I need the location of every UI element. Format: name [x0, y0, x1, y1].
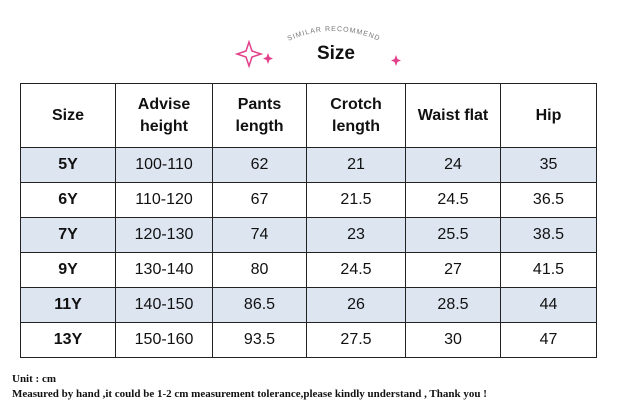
table-cell: 86.5	[212, 287, 307, 323]
column-header: Waist flat	[405, 83, 501, 148]
table-cell: 24.5	[405, 182, 501, 218]
table-cell: 41.5	[500, 252, 597, 288]
sparkle	[391, 55, 401, 66]
table-cell: 120-130	[115, 217, 213, 253]
table-cell: 13Y	[20, 322, 116, 358]
header: SIMILAR RECOMMEND Size	[234, 26, 401, 69]
table-cell: 6Y	[20, 182, 116, 218]
table-cell: 44	[500, 287, 597, 323]
title: Size	[317, 43, 355, 64]
table-row: 13Y 150-160 93.5 27.5 30 47	[20, 322, 597, 358]
table-cell: 93.5	[212, 322, 307, 358]
table-row: 5Y 100-110 62 21 24 35	[20, 147, 597, 183]
header-row: Size Advise height Pants length Crotch leng…	[20, 83, 597, 148]
table-cell: 130-140	[115, 252, 213, 288]
unit-note: Unit : cm	[12, 373, 56, 385]
table-cell: 21	[306, 147, 406, 183]
table-cell: 7Y	[20, 217, 116, 253]
table-cell: 25.5	[405, 217, 501, 253]
table-cell: 21.5	[306, 182, 406, 218]
column-header: Size	[20, 83, 116, 148]
table-cell: 100-110	[115, 147, 213, 183]
table-cell: 9Y	[20, 252, 116, 288]
table-cell: 30	[405, 322, 501, 358]
size-table: Size Advise height Pants length Crotch leng…	[20, 83, 597, 358]
table-cell: 110-120	[115, 182, 213, 218]
table-body: 5Y 100-110 62 21 24 35 6Y 110-120 67 21.5 24.5 36.5…	[20, 147, 597, 358]
table-cell: 67	[212, 182, 307, 218]
table-cell: 150-160	[115, 322, 213, 358]
column-header: Pants length	[212, 83, 307, 148]
table-cell: 24.5	[306, 252, 406, 288]
table-cell: 38.5	[500, 217, 597, 253]
table-cell: 80	[212, 252, 307, 288]
table-cell: 5Y	[20, 147, 116, 183]
subtitle-text: SIMILAR RECOMMEND	[287, 26, 381, 43]
table-cell: 26	[306, 287, 406, 323]
sparkle	[263, 53, 273, 64]
table-row: 7Y 120-130 74 23 25.5 38.5	[20, 217, 597, 253]
column-header: Hip	[500, 83, 597, 148]
table-cell: 74	[212, 217, 307, 253]
table-cell: 36.5	[500, 182, 597, 218]
measure-note: Measured by hand ,it could be 1-2 cm mea…	[12, 388, 487, 400]
table-cell: 11Y	[20, 287, 116, 323]
table-cell: 140-150	[115, 287, 213, 323]
table-row: 6Y 110-120 67 21.5 24.5 36.5	[20, 182, 597, 218]
table-cell: 27.5	[306, 322, 406, 358]
table-cell: 28.5	[405, 287, 501, 323]
sparkle	[234, 39, 264, 69]
table-row: 9Y 130-140 80 24.5 27 41.5	[20, 252, 597, 288]
table-cell: 23	[306, 217, 406, 253]
column-header: Advise height	[115, 83, 213, 148]
table-cell: 35	[500, 147, 597, 183]
column-header: Crotch length	[306, 83, 406, 148]
table-cell: 62	[212, 147, 307, 183]
subtitle: SIMILAR RECOMMEND	[287, 26, 382, 43]
table-cell: 24	[405, 147, 501, 183]
table-cell: 27	[405, 252, 501, 288]
table-cell: 47	[500, 322, 597, 358]
table-row: 11Y 140-150 86.5 26 28.5 44	[20, 287, 597, 323]
